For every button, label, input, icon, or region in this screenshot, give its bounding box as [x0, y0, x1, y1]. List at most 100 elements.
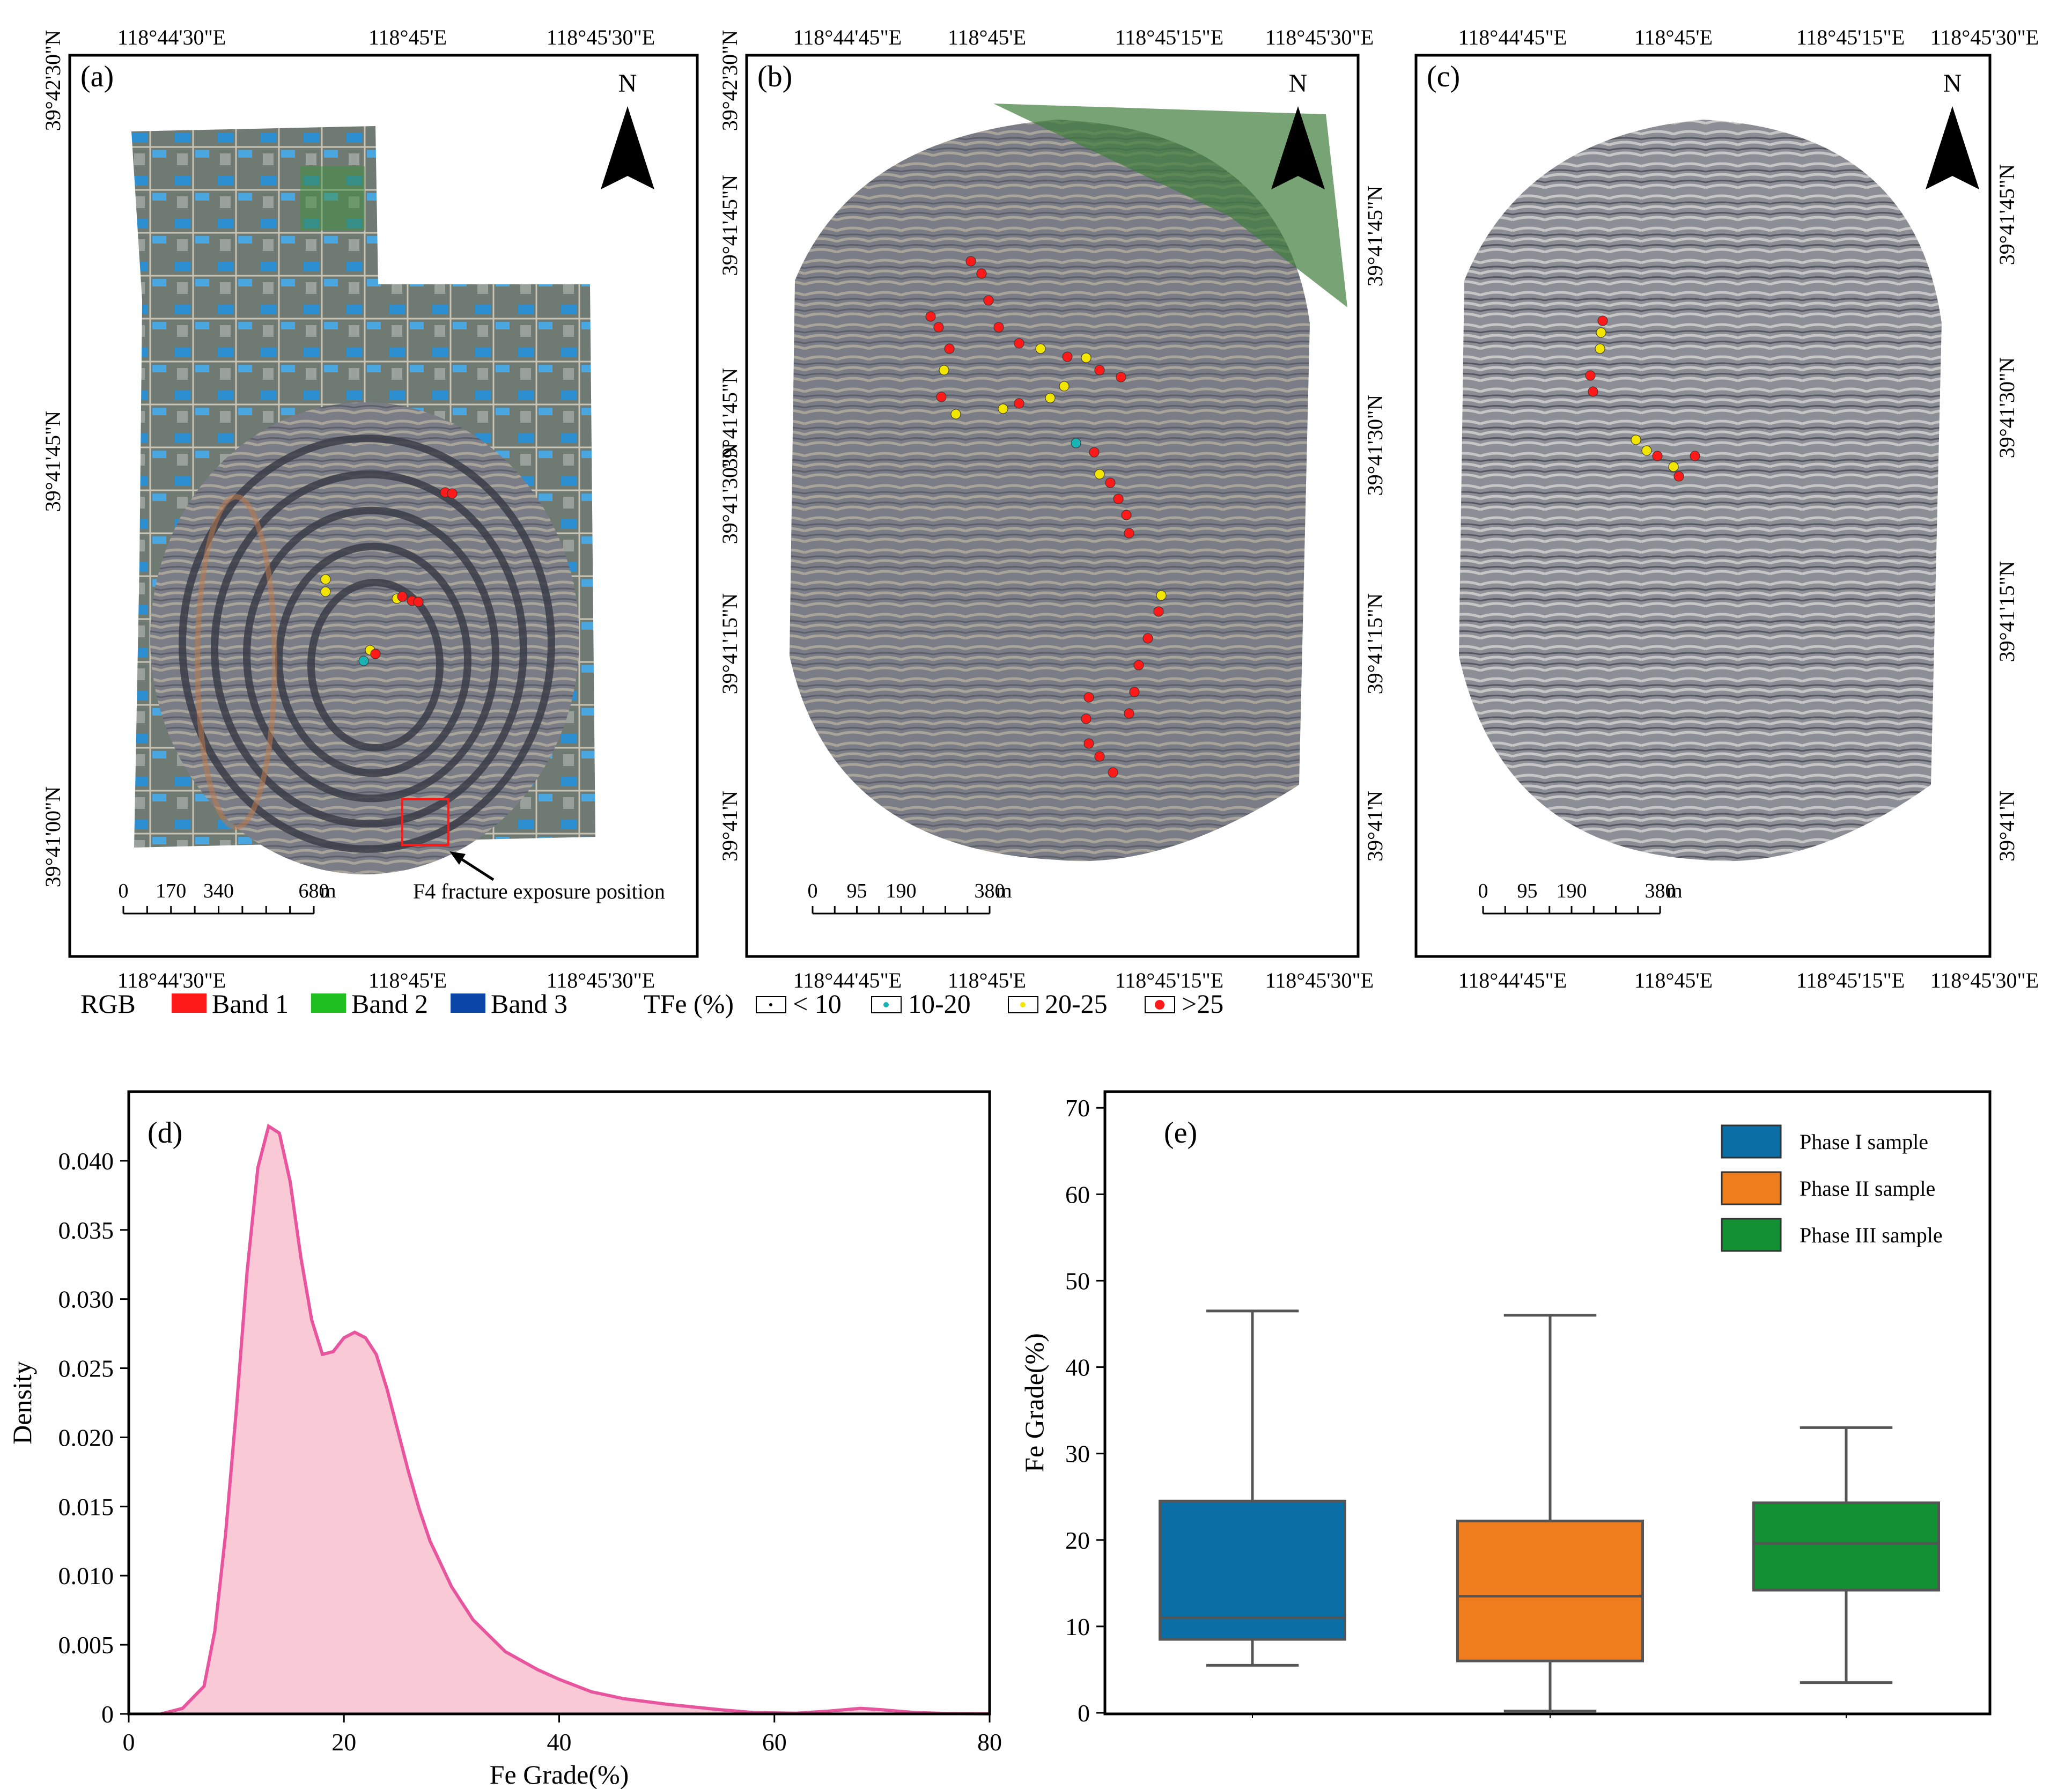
- panel-b-sample-point: [1116, 372, 1126, 382]
- panel-a-haul-road: [243, 506, 499, 803]
- panel-a-haul-road: [307, 579, 444, 752]
- panel-b-sample-point: [993, 322, 1004, 333]
- lat-tick-left: 39°41'N: [718, 791, 742, 862]
- tfe-legend-label: >25: [1182, 989, 1223, 1019]
- tfe-legend-dot: [883, 1002, 889, 1007]
- y-tick-label: 0.035: [58, 1217, 114, 1244]
- panel-c-sample-point: [1668, 461, 1679, 472]
- panel-c-sample-point: [1631, 435, 1641, 445]
- scale-bar-label: 680: [299, 880, 329, 902]
- lon-tick-bottom: 118°45'15"E: [1115, 968, 1223, 992]
- north-arrow-left: [1271, 106, 1298, 189]
- lat-tick-right: 39°41'30"N: [1995, 357, 2019, 458]
- lon-tick-bottom: 118°44'45"E: [793, 968, 902, 992]
- y-tick-label: 0: [1078, 1699, 1090, 1727]
- panel-b-sample-point: [1014, 338, 1024, 349]
- panel-b-sample-point: [976, 268, 987, 279]
- scale-bar-label: 95: [847, 880, 867, 902]
- map-imagery: [1459, 120, 1942, 862]
- panel-a-sample-point: [320, 574, 331, 585]
- panel-label: (a): [80, 60, 114, 93]
- panel-c-sample-point: [1596, 327, 1606, 338]
- north-arrow-icon: N: [601, 69, 654, 189]
- north-arrow-right: [1298, 106, 1325, 189]
- panel-b-sample-point: [944, 343, 955, 354]
- tfe-legend-label: 20-25: [1045, 989, 1108, 1019]
- lat-tick-left: 39°42'30"N: [718, 30, 742, 131]
- panel-b-sample-point: [1156, 590, 1167, 601]
- panel-b-sample-point: [1124, 708, 1134, 719]
- rgb-legend-swatch: [172, 993, 207, 1013]
- pit-area: [1459, 120, 1942, 862]
- x-tick-label: 60: [762, 1728, 787, 1756]
- lon-tick-bottom: 118°45'E: [1634, 968, 1713, 992]
- legend-label: Phase II sample: [1800, 1176, 1935, 1201]
- rgb-legend-title: RGB: [80, 989, 136, 1019]
- scale-bar-label: 170: [156, 880, 186, 902]
- lon-tick-bottom: 118°45'30"E: [1265, 968, 1374, 992]
- lat-tick-left: 39°41'00"N: [41, 786, 65, 887]
- panel-c-sample-point: [1597, 315, 1608, 326]
- lon-tick-bottom: 118°45'30"E: [1930, 968, 2039, 992]
- scale-bar-unit: m: [320, 880, 336, 902]
- rgb-legend-label: Band 3: [491, 989, 567, 1019]
- x-tick-label: 40: [547, 1728, 572, 1756]
- tfe-legend-dot: [1020, 1002, 1026, 1007]
- lon-tick-top: 118°45'30"E: [1265, 25, 1374, 49]
- y-tick-label: 10: [1065, 1613, 1090, 1640]
- panel-a-sample-point: [358, 656, 369, 666]
- map-panel-b: (b) N 118°44'45"E 118°45'E 118°45'15"E 118°45…: [718, 25, 1387, 992]
- panel-label: (c): [1427, 60, 1460, 93]
- density-area: [161, 1126, 990, 1714]
- panel-b-sample-point: [1129, 687, 1140, 697]
- annotation-text: F4 fracture exposure position: [413, 879, 665, 903]
- lon-tick-top: 118°44'45"E: [793, 25, 902, 49]
- vegetation-patch: [300, 166, 365, 231]
- scale-bar-label: 190: [1557, 880, 1587, 902]
- scale-bar-label: 380: [1645, 880, 1676, 902]
- north-label: N: [618, 69, 637, 98]
- north-arrow-right: [1952, 106, 1979, 189]
- panel-label: (b): [757, 60, 792, 93]
- panel-b-sample-point: [1089, 447, 1100, 458]
- panel-a-rust-band: [195, 494, 277, 830]
- north-arrow-icon: N: [1926, 69, 1979, 189]
- map-imagery: [790, 104, 1347, 862]
- rgb-legend-label: Band 2: [351, 989, 428, 1019]
- panel-c-sample-point: [1585, 370, 1596, 381]
- lon-tick-top: 118°45'E: [948, 25, 1026, 49]
- lat-tick-left: 39°41'30"N: [718, 443, 742, 544]
- lon-tick-bottom: 118°45'30"E: [547, 968, 655, 992]
- y-tick-label: 0.015: [58, 1493, 114, 1520]
- panel-c-sample-point: [1641, 445, 1652, 456]
- panel-b-sample-point: [1153, 606, 1164, 617]
- lat-tick-right: 39°41'N: [1363, 791, 1387, 862]
- panel-a-haul-road: [179, 435, 555, 853]
- scale-bar-label: 340: [203, 880, 234, 902]
- tfe-legend-dot: [769, 1003, 772, 1006]
- panel-a-haul-road: [275, 542, 471, 777]
- scale-bar-label: 0: [119, 880, 129, 902]
- legend-swatch: [1721, 1171, 1782, 1205]
- lat-tick-left: 39°41'45"N: [41, 411, 65, 512]
- scale-bar-label: 0: [1478, 880, 1488, 902]
- y-tick-label: 0.005: [58, 1631, 114, 1659]
- annotation-arrowhead: [449, 851, 466, 865]
- legend-swatch: [1721, 1124, 1782, 1159]
- lat-tick-right: 39°41'45"N: [1363, 186, 1387, 286]
- panel-b-sample-point: [933, 322, 944, 333]
- lon-tick-top: 118°45'E: [368, 25, 447, 49]
- y-tick-label: 0.020: [58, 1424, 114, 1451]
- y-tick-label: 40: [1065, 1354, 1090, 1381]
- scale-bar-unit: m: [996, 880, 1012, 902]
- f4-exposure-box: [401, 798, 449, 846]
- panel-b-sample-point: [1133, 660, 1144, 671]
- scale-bar-label: 190: [886, 880, 917, 902]
- box-iqr: [1456, 1519, 1644, 1662]
- lon-tick-top: 118°44'30"E: [117, 25, 226, 49]
- panel-b-sample-point: [1121, 510, 1132, 520]
- panel-b-sample-point: [939, 365, 949, 376]
- legend-label: Phase III sample: [1800, 1223, 1943, 1247]
